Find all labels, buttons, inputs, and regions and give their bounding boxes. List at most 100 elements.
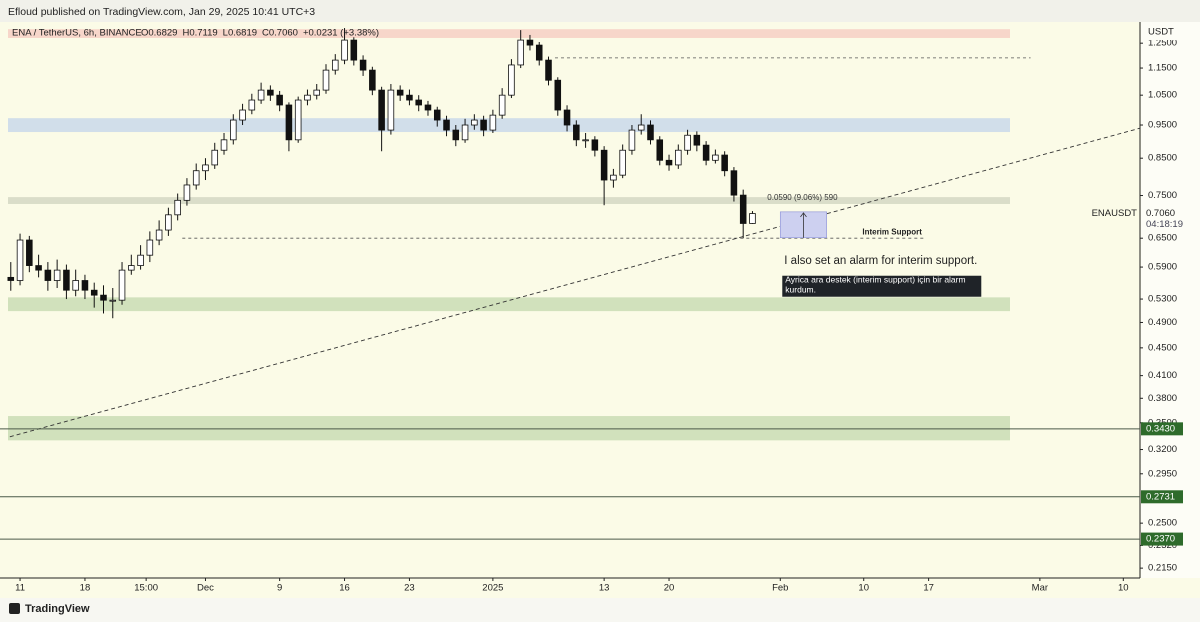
candle-body	[619, 149, 626, 176]
y-tick-label: 1.0500	[1148, 90, 1177, 101]
candle-body	[118, 269, 126, 301]
last-price-box	[1141, 206, 1200, 232]
candle-body	[406, 94, 413, 101]
legend-value: C0.7060	[262, 28, 298, 39]
candle-body	[350, 39, 358, 61]
x-tick-label: 2025	[482, 583, 503, 594]
candle-body	[165, 214, 172, 231]
candle-body	[369, 69, 376, 91]
candle-body	[563, 109, 571, 126]
candle-body	[267, 89, 274, 96]
y-tick-label: 0.5900	[1148, 262, 1177, 273]
candle-body	[378, 89, 385, 131]
price-zone	[8, 197, 1010, 204]
candle-body	[498, 94, 506, 116]
candle-body	[322, 69, 330, 91]
candle-body	[443, 119, 450, 131]
candle-body	[517, 39, 524, 66]
candle-body	[665, 159, 673, 166]
level-label: Interim Support	[862, 227, 922, 236]
x-tick-label: 9	[277, 583, 282, 594]
measure-arrowhead	[800, 212, 807, 218]
candle-body	[72, 280, 79, 291]
x-tick-label: 18	[80, 583, 91, 594]
trendline	[9, 127, 1141, 438]
candle-body	[675, 149, 682, 166]
y-tick-label: 0.5300	[1148, 294, 1177, 305]
candle-body	[573, 124, 580, 141]
candle-body	[749, 213, 756, 224]
candle-body	[433, 109, 441, 121]
candle-body	[721, 154, 728, 172]
y-tick-label: 0.2150	[1148, 563, 1177, 574]
candle-body	[137, 254, 144, 266]
legend-title: ENA / TetherUS, 6h, BINANCE	[12, 28, 142, 39]
price-zone	[8, 118, 1010, 133]
x-tick-label: 16	[339, 583, 350, 594]
note-tr: Ayrica ara destek (interim support) için…	[785, 275, 965, 295]
candle-body	[239, 109, 246, 121]
candle-body	[545, 59, 552, 81]
candle-body	[600, 149, 608, 181]
y-tick-label: 1.1500	[1148, 63, 1177, 74]
logo-icon	[9, 603, 20, 614]
candle-body	[591, 139, 599, 151]
y-tick-label: 0.2500	[1148, 518, 1177, 529]
candle-body	[647, 124, 654, 141]
candle-body	[26, 239, 33, 266]
candle-body	[684, 134, 691, 151]
candle-body	[341, 39, 348, 61]
candle-body	[257, 89, 265, 101]
x-tick-label: 11	[15, 583, 25, 594]
candle-body	[415, 99, 422, 106]
level-price-box	[1141, 532, 1183, 546]
price-axis-bg	[1141, 22, 1200, 578]
x-tick-label: Dec	[197, 583, 214, 594]
candle-body	[276, 94, 283, 106]
candle-body	[396, 89, 404, 96]
y-tick-label: 0.4900	[1148, 317, 1177, 328]
note: I also set an alarm for interim support.	[784, 255, 977, 267]
candle-body	[582, 139, 589, 142]
price-zone	[8, 416, 1010, 441]
candle-body	[63, 269, 70, 291]
candle-body	[44, 269, 52, 281]
candle-body	[424, 104, 432, 111]
symbol-label: ENAUSDT	[1092, 208, 1138, 219]
candle-body	[146, 239, 154, 256]
y-tick-label: 0.4500	[1148, 342, 1177, 353]
candle-body	[471, 119, 478, 126]
candle-body	[248, 99, 256, 111]
countdown: 04:18:19	[1146, 219, 1183, 230]
candle-body	[526, 39, 534, 46]
candle-body	[81, 280, 89, 291]
x-tick-label: 13	[599, 583, 610, 594]
x-tick-label: 10	[1118, 583, 1129, 594]
y-tick-label: 0.8500	[1148, 153, 1177, 164]
candle-body	[331, 59, 339, 71]
candle-body	[610, 174, 617, 181]
price-zone	[8, 297, 1010, 312]
candle-body	[313, 89, 321, 96]
candle-body	[656, 139, 664, 161]
footer-bar	[0, 598, 1200, 622]
candle-body	[452, 129, 460, 141]
y-tick-label: 0.4100	[1148, 370, 1177, 381]
candle-body	[628, 129, 636, 151]
legend-value: +0.0231 (+3.38%)	[303, 28, 379, 39]
candle-body	[192, 170, 200, 186]
candle-body	[387, 89, 395, 131]
x-tick-label: 20	[664, 583, 675, 594]
candle-body	[304, 94, 311, 101]
last-price-label: 0.7060	[1146, 208, 1175, 219]
legend-value: H0.7119	[182, 28, 217, 39]
candle-body	[535, 44, 543, 61]
candle-body	[35, 265, 42, 271]
candle-body	[16, 239, 24, 281]
candle-body	[53, 269, 61, 281]
candle-body	[702, 144, 710, 161]
candle-body	[461, 124, 469, 141]
y-tick-label: 0.3200	[1148, 444, 1177, 455]
x-tick-label: 10	[858, 583, 869, 594]
y-tick-label: 0.3800	[1148, 393, 1177, 404]
